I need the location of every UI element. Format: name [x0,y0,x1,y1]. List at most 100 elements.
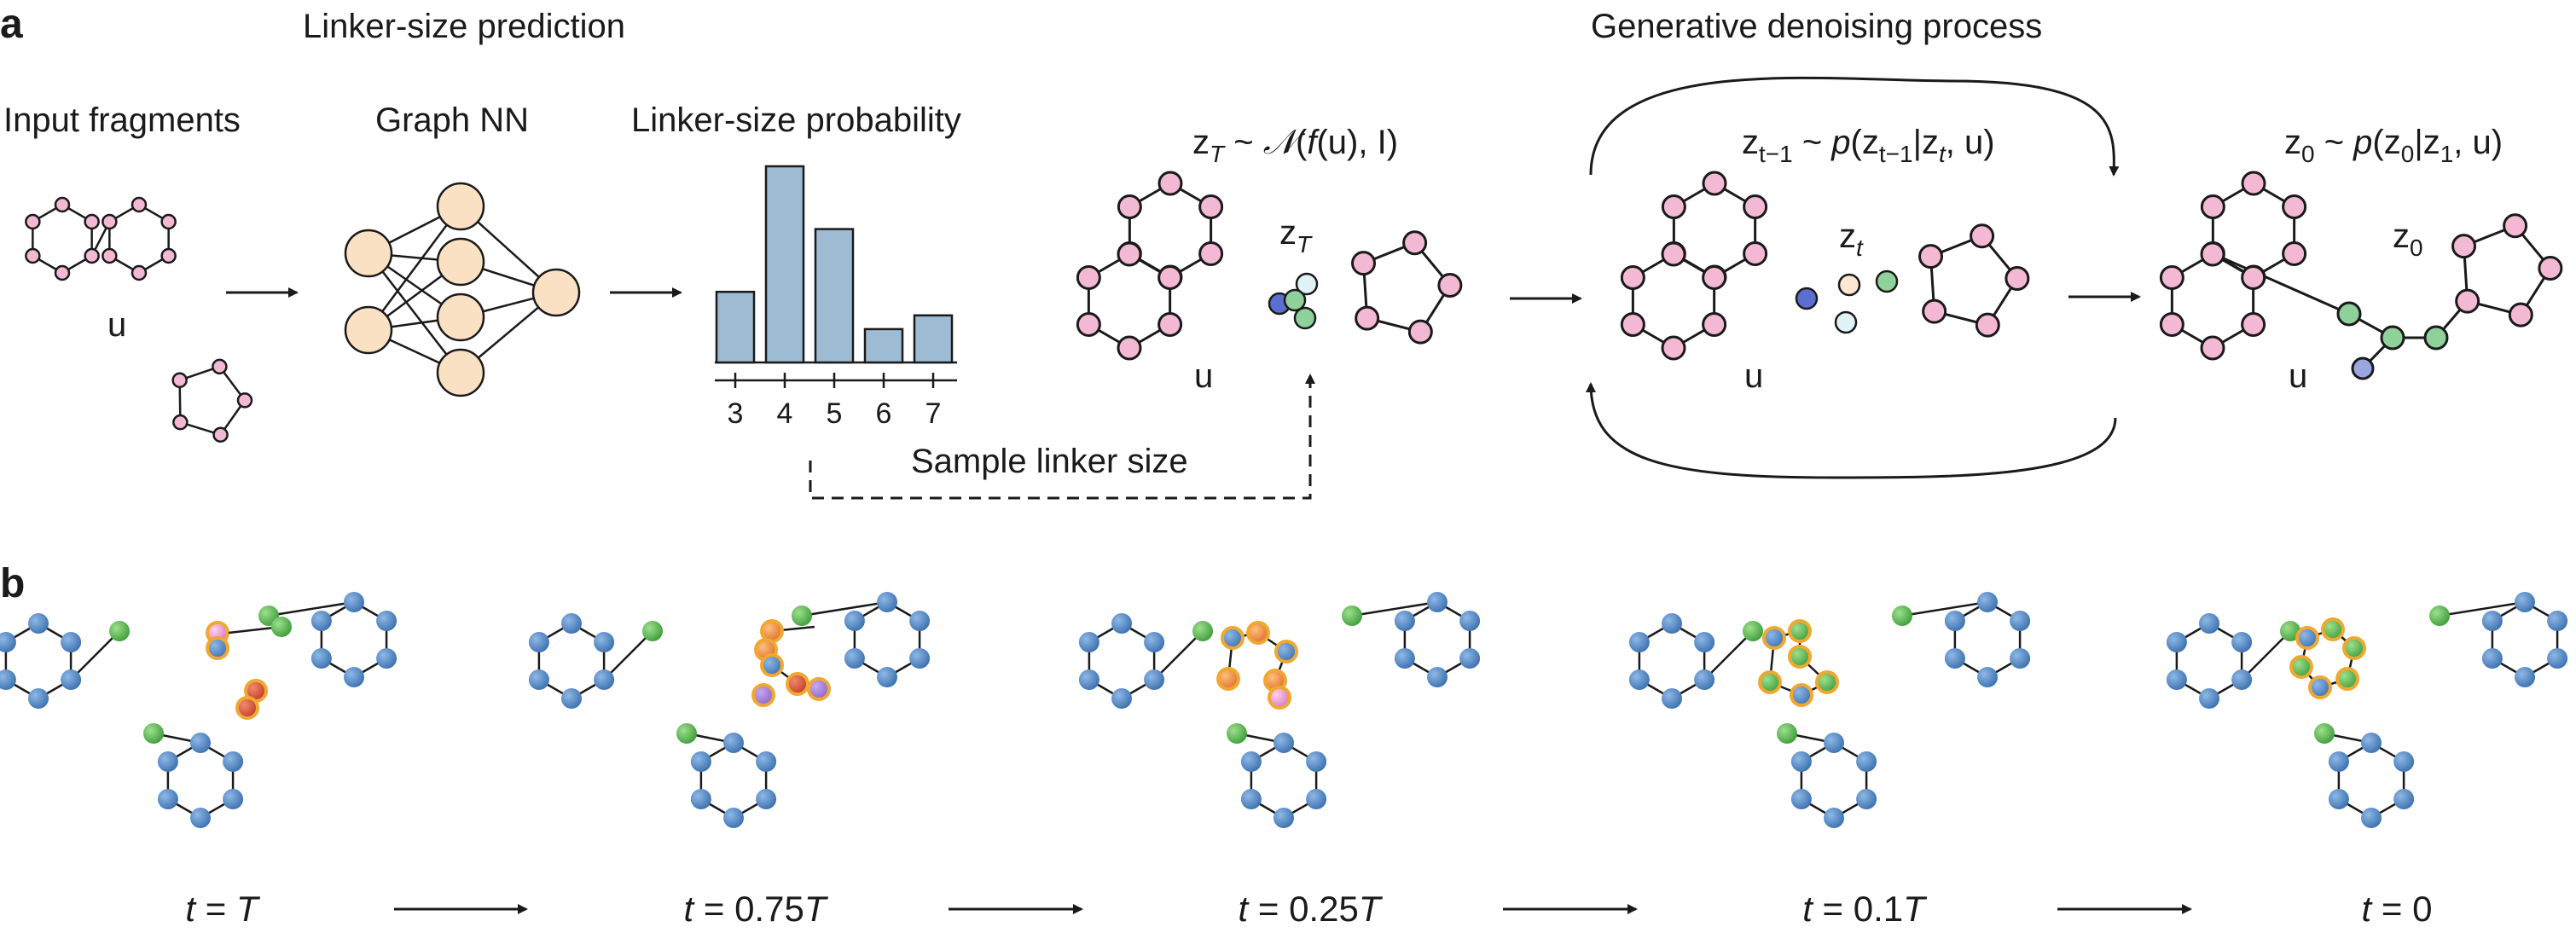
atom-pink [1661,335,1686,361]
molecule-zt-noisy [1620,171,2030,361]
atom-green [792,606,812,626]
atom-pink [2503,213,2528,239]
atom-blue [1144,632,1165,652]
atom-blue [909,648,931,669]
noise-atom-peach [1837,273,1861,297]
atom-pink [1437,272,1463,298]
panel-letter-b: b [0,561,25,606]
atom-blue [1824,733,1844,753]
linker-atom-green [2423,325,2449,351]
atom-blue [877,592,897,612]
atom-pink [1702,171,1727,196]
atom-pink [1117,335,1142,361]
atom-pink [212,426,229,443]
atom-blue [2547,648,2568,669]
atom-pink [1661,241,1686,267]
panel-letter-a: a [0,2,23,47]
gnn-node [344,305,393,355]
linker-noise-atom [807,677,831,701]
bar-6 [863,327,904,364]
label-z0: z0 [2393,217,2423,261]
bond [1703,630,1754,681]
linker-noise-atom [206,636,229,660]
atom-green [1777,723,1797,744]
noise-atom-cyan [1295,272,1319,296]
atom-blue [1694,632,1715,652]
atom-green [1743,621,1763,641]
atom-blue [528,632,549,652]
atom-green [642,621,663,641]
linker-atom [1246,621,1270,645]
atom-pink [1157,312,1183,337]
atom-blue [1790,751,1812,772]
bond [801,600,888,617]
input-fragment-pentagon [171,358,253,443]
atom-blue [561,688,582,709]
atom-green [2429,606,2450,626]
linker-atom [1274,640,1298,664]
atom-blue [844,648,865,669]
atom-blue [2328,789,2349,809]
atom-pink [131,196,148,213]
atom-pink [102,213,118,230]
label-u-zt: u [1744,357,1763,395]
atom-blue [1977,667,1998,687]
bond [603,630,653,681]
linker-atom [1216,667,1240,691]
panel-b-time-labels: t = T t = 0.75T t = 0.25T t = 0.1T t = 0 [185,889,2432,929]
linker-noise-atom [751,683,775,707]
atom-pink [25,247,41,264]
atom-green [1192,621,1213,641]
linker-atom [2335,667,2359,691]
atom-pink [1620,265,1645,290]
atom-blue [723,808,744,828]
atom-blue [376,648,397,669]
equation-zT: zT ~ 𝒩(f(u), I) [1192,124,1398,167]
label-zT: zT [1279,214,1313,258]
atom-pink [1407,319,1433,345]
gnn-node [531,268,581,317]
atom-pink [2508,302,2533,327]
atom-blue [344,667,364,687]
atom-blue [1790,789,1812,809]
time-label-2: t = 0.25T [1239,889,1384,929]
bond [367,206,462,331]
atom-pink [1743,194,1768,219]
atom-pink [131,264,148,281]
atom-pink [1351,251,1377,276]
gnn-node [436,182,485,231]
bond [1153,630,1204,681]
atom-pink [212,358,228,375]
atom-pink [1076,265,1101,290]
linker-atom [2342,636,2366,660]
linker-noise-atom [760,653,784,677]
atom-pink [54,264,71,281]
label-zt: zt [1839,217,1864,261]
label-u-input: u [107,306,126,344]
linker-atom [2289,655,2313,679]
linker-atom [2321,617,2345,641]
atom-blue [1628,632,1650,652]
label-u-z0: u [2289,357,2307,395]
atom-blue [2328,751,2349,772]
atom-blue [909,611,931,631]
atom-blue [2199,688,2219,709]
bond [368,252,461,374]
atom-blue [1694,669,1715,690]
atom-pink [2200,194,2225,219]
atom-blue [1977,592,1998,612]
section-title-denoise: Generative denoising process [1591,8,2042,45]
sample-linker-dashed-arrow [809,374,1315,500]
time-label-0: t = T [185,889,261,929]
atom-blue [157,789,178,809]
atom-blue [310,648,332,669]
atom-pink [2241,265,2266,290]
time-label-1: t = 0.75T [684,889,829,929]
atom-green [271,617,292,637]
atom-blue [1111,613,1132,634]
atom-blue [1306,751,1327,772]
atom-green [676,723,697,744]
atom-pink [1661,194,1686,219]
